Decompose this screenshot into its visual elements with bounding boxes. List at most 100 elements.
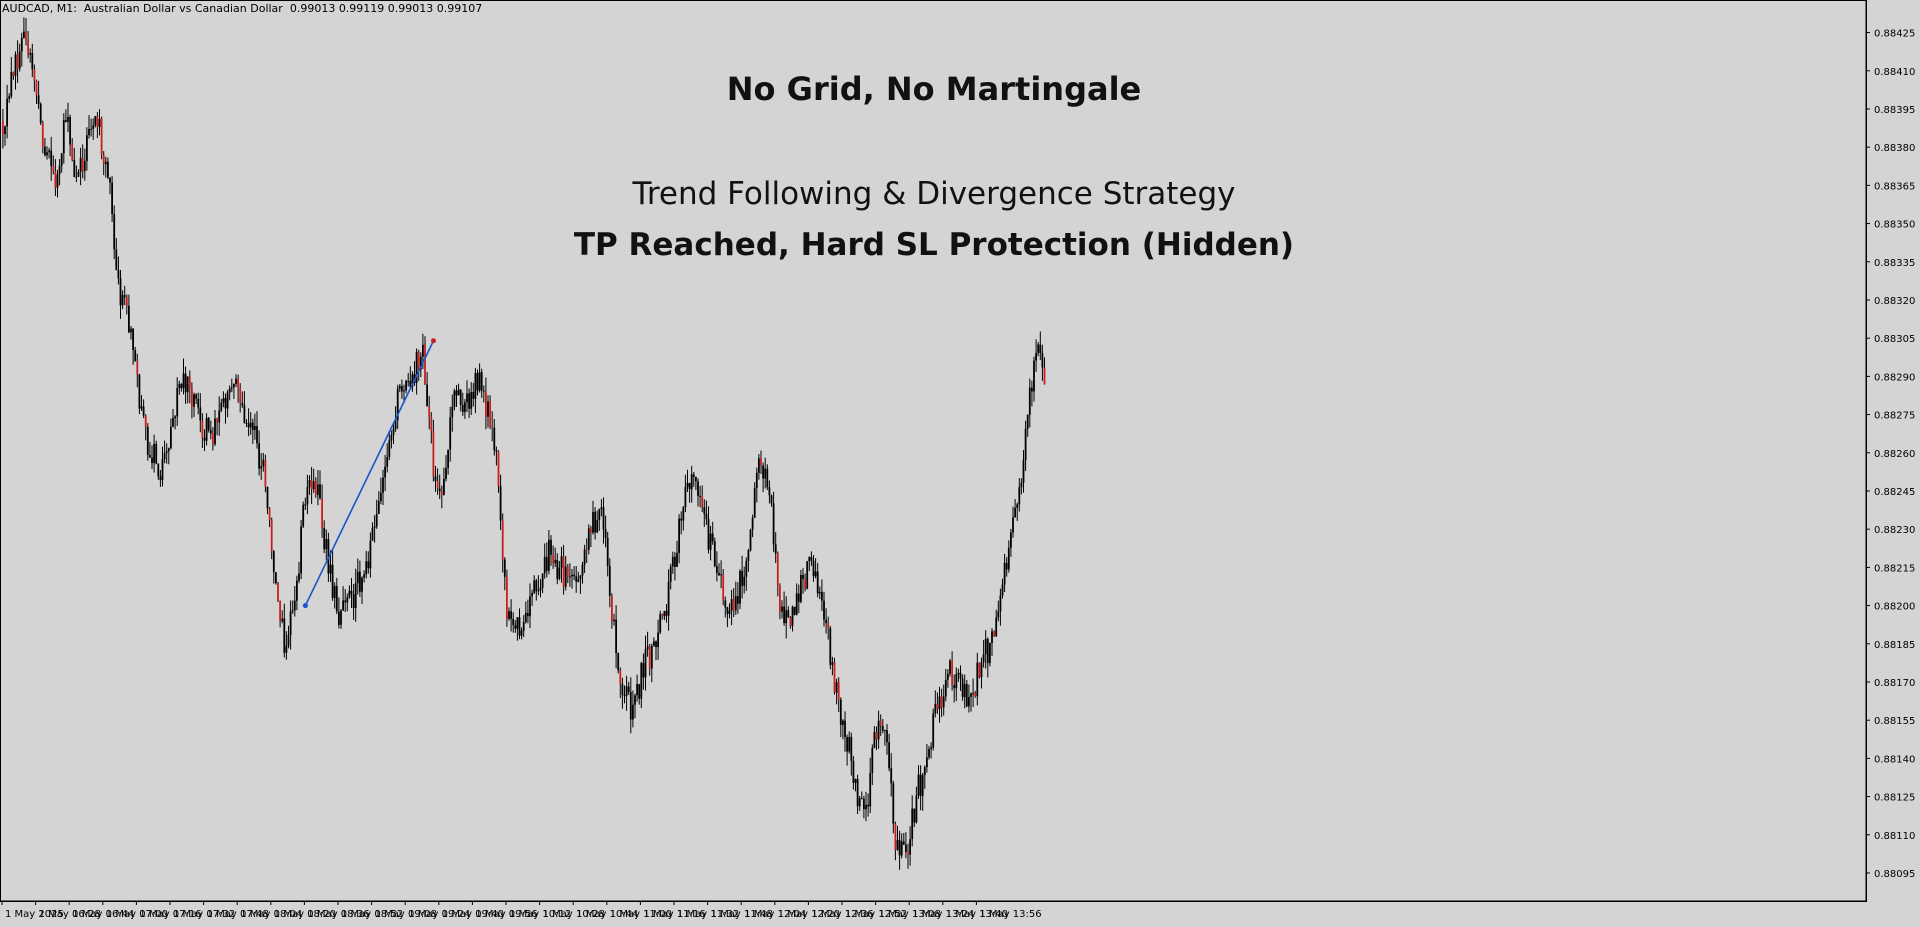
candle-body (804, 579, 806, 589)
candle (411, 371, 414, 392)
candle-body (98, 118, 101, 127)
candle (764, 457, 767, 489)
candle (1020, 478, 1023, 495)
candle-body (940, 696, 943, 708)
candle (789, 616, 792, 629)
candle (606, 531, 609, 577)
candle-body (800, 574, 802, 602)
candle-body (409, 380, 412, 387)
candle-body (178, 383, 181, 389)
candle (472, 382, 475, 407)
candle-body (312, 481, 315, 490)
candle (73, 147, 76, 178)
candle-body (577, 579, 580, 582)
price-tick-label: 0.88260 (1874, 449, 1915, 460)
time-tick-label: 1 May 07:48 (207, 909, 269, 920)
candle (79, 147, 82, 186)
candle (75, 165, 78, 183)
candle-body (785, 610, 788, 624)
candle-body (249, 422, 252, 428)
candle-body (487, 401, 489, 417)
candle-body (428, 406, 431, 418)
candle (1031, 380, 1033, 407)
candle (835, 678, 838, 705)
candle (151, 445, 153, 470)
candle (791, 605, 794, 632)
candle (569, 563, 571, 587)
candle (296, 575, 298, 611)
candle (770, 494, 773, 507)
candle-body (734, 596, 737, 611)
candle-body (634, 695, 636, 705)
candle (214, 409, 216, 446)
candle (83, 148, 86, 181)
candle (844, 711, 846, 752)
candle-body (527, 612, 529, 617)
candle-body (302, 504, 305, 527)
candle-body (623, 695, 626, 697)
candle (138, 373, 141, 415)
overlay-headline: No Grid, No Martingale (726, 70, 1142, 108)
candle-body (60, 153, 63, 166)
candle (766, 464, 769, 491)
candle-body (787, 610, 790, 618)
candle-body (224, 398, 227, 409)
candle (722, 569, 725, 606)
candle (728, 603, 731, 619)
candle-body (760, 458, 762, 466)
candle-body (338, 611, 340, 625)
candle (657, 619, 659, 660)
candle-body (741, 570, 743, 586)
candle-body (562, 556, 565, 587)
candle-body (333, 586, 336, 599)
candle-body (27, 40, 29, 55)
candle (482, 385, 485, 403)
candle-body (648, 646, 651, 669)
candle-body (191, 389, 193, 407)
price-tick-label: 0.88140 (1874, 754, 1915, 765)
candle-body (1012, 517, 1014, 533)
candle-body (921, 775, 924, 796)
candle (1028, 378, 1031, 428)
time-tick-label: 1 May 09:56 (475, 909, 537, 920)
candle-body (514, 625, 517, 629)
candle (386, 443, 389, 473)
candle-body (932, 713, 935, 748)
candle-body (621, 684, 624, 696)
candle (443, 467, 445, 496)
candle-body (646, 646, 649, 650)
candle (298, 561, 300, 584)
candle (447, 449, 449, 475)
candle-body (346, 597, 349, 603)
candle-body (716, 566, 718, 574)
candle-body (212, 433, 214, 445)
candle-body (434, 476, 437, 481)
candle-body (886, 730, 888, 743)
candle-body (905, 844, 907, 852)
candle (825, 608, 827, 634)
candle-body (258, 443, 260, 469)
candle-body (77, 171, 80, 177)
candle (695, 476, 697, 491)
candle (304, 497, 307, 510)
candle-body (923, 767, 926, 776)
candle (277, 581, 279, 603)
candle-body (142, 406, 145, 416)
price-tick-label: 0.88320 (1874, 296, 1915, 307)
candle-body (230, 387, 233, 389)
candle (562, 544, 565, 595)
candle-body (31, 53, 34, 70)
candle (149, 441, 151, 458)
candle (56, 169, 59, 198)
candle (804, 573, 806, 592)
candle (306, 474, 309, 515)
candle-body (1031, 387, 1033, 392)
candle-body (29, 53, 32, 55)
candle (934, 690, 937, 718)
candle (760, 450, 762, 474)
candle-body (955, 674, 958, 689)
candle-body (531, 593, 533, 597)
price-tick-label: 0.88125 (1874, 793, 1915, 804)
time-tick-label: 1 May 06:28 (39, 909, 101, 920)
